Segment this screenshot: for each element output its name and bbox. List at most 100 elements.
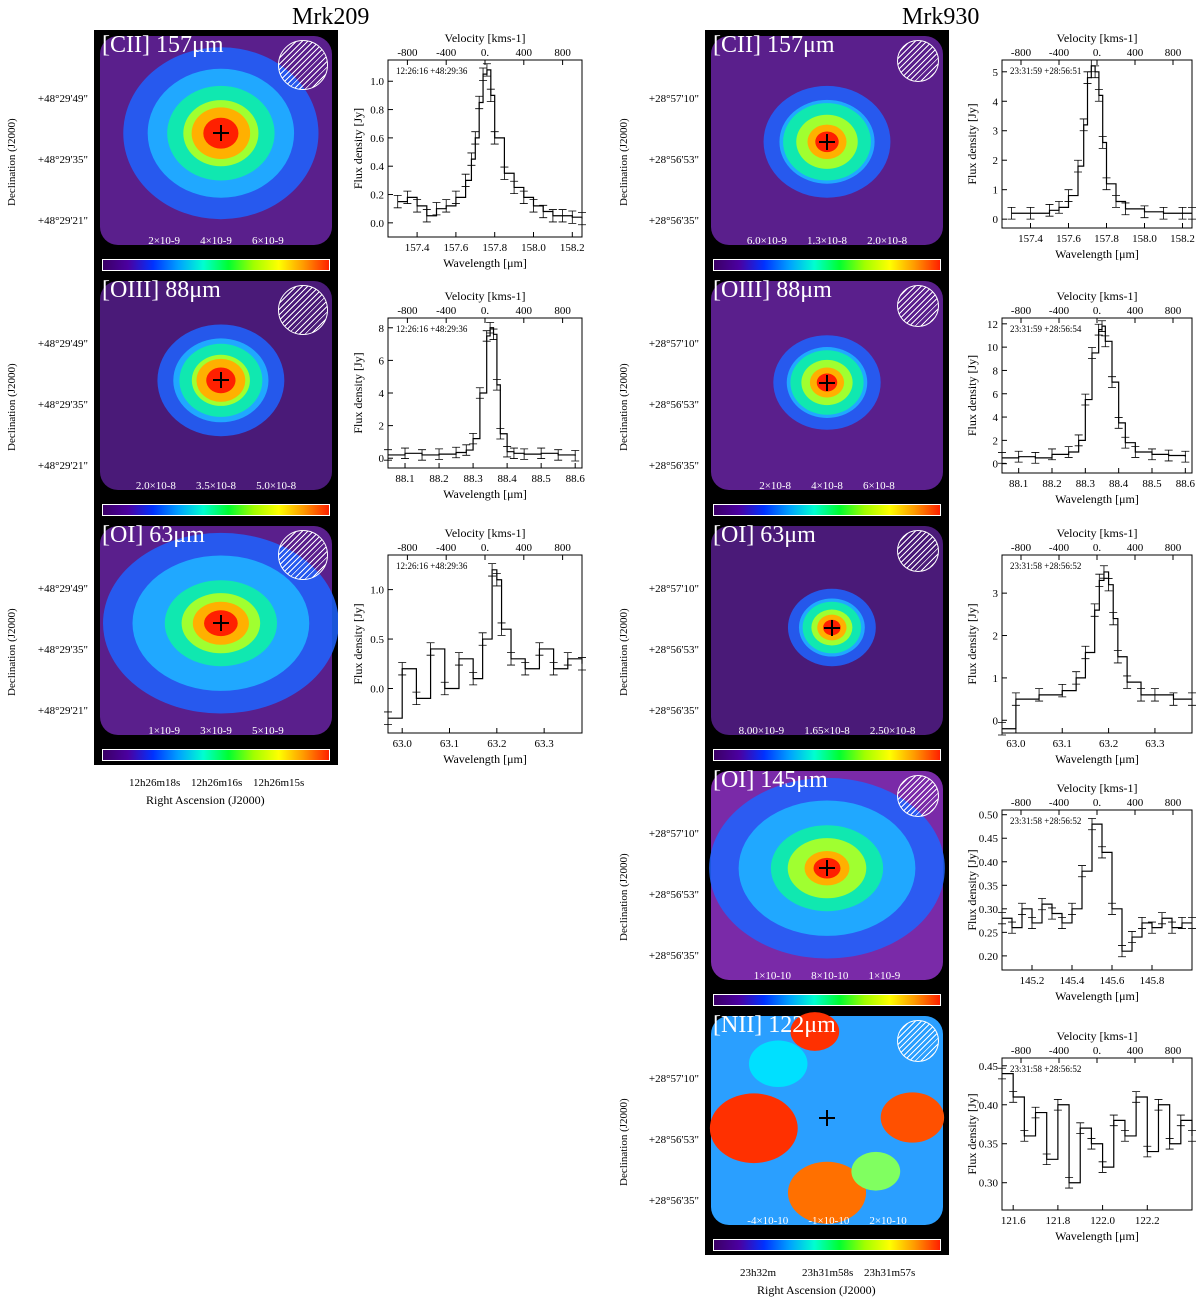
spectrum-panel-mrk930-oiii: 88.1 88.2 88.3 88.4 88.5 88.6 0 2 4 6 8 10 12 -800 -40…: [965, 289, 1195, 506]
flux-axis-label: Flux density [Jy]: [965, 849, 979, 930]
y-tick-label: 1: [993, 673, 999, 685]
velocity-tick-label: 400: [516, 542, 533, 554]
data-point-errorbar: [1074, 159, 1082, 173]
velocity-tick-label: 800: [1165, 542, 1182, 554]
beam-size-icon: [278, 285, 328, 335]
x-tick-label: 63.2: [487, 738, 506, 750]
data-point-errorbar: [1188, 692, 1196, 706]
data-point-errorbar: [1031, 452, 1040, 464]
data-point-errorbar: [507, 652, 516, 666]
x-tick-label: 145.2: [1020, 975, 1045, 987]
data-point-errorbar: [486, 88, 495, 102]
beam-size-icon: [278, 40, 328, 90]
wavelength-axis-label: Wavelength [μm]: [1055, 752, 1139, 766]
data-point-errorbar: [1072, 671, 1081, 685]
velocity-tick-label: -800: [1011, 797, 1032, 809]
x-tick-label: 88.2: [429, 473, 448, 485]
map-panel-mrk209-cii: [CII] 157μm 2×10-9 4×10-9 6×10-9: [94, 30, 338, 275]
colorbar-tick: 4×10-8: [811, 480, 843, 492]
data-point-errorbar: [500, 166, 509, 180]
velocity-tick-label: 0.: [481, 305, 490, 317]
data-point-errorbar: [1007, 206, 1016, 220]
line-label: [CII] 157μm: [713, 32, 835, 58]
velocity-tick-label: 0.: [1093, 47, 1102, 59]
data-point-errorbar: [998, 722, 1006, 736]
data-point-errorbar: [1114, 417, 1123, 429]
spectrum-chart: 88.1 88.2 88.3 88.4 88.5 88.6 0 2 4 6 8 -800 -400 0. 4…: [351, 289, 585, 501]
data-point-errorbar: [1113, 650, 1122, 664]
data-point-errorbar: [454, 652, 463, 666]
declination-tick: +28°56'35": [648, 1195, 699, 1208]
y-tick-label: 4: [379, 388, 385, 400]
velocity-tick-label: 0.: [1093, 797, 1102, 809]
data-point-errorbar: [1137, 688, 1146, 702]
velocity-tick-label: 0.: [1093, 1045, 1102, 1057]
data-point-errorbar: [1048, 448, 1056, 461]
colorbar: [713, 994, 941, 1006]
colorbar-tick: 2.0×10-8: [135, 480, 176, 492]
y-tick-label: 0: [993, 214, 999, 226]
map-panel-mrk930-oi63: [OI] 63μm 8.00×10-9 1.65×10-8 2.50×10-8: [705, 520, 949, 765]
data-point-errorbar: [1169, 692, 1178, 706]
x-tick-label: 122.2: [1135, 1215, 1160, 1227]
colorbar: [713, 259, 941, 271]
source-coordinate-label: 12:26:16 +48:29:36: [396, 324, 468, 334]
data-point-errorbar: [1132, 1091, 1141, 1103]
colorbar-tick: -1×10-10: [808, 1215, 850, 1227]
data-point-errorbar: [1038, 898, 1046, 911]
y-tick-label: 0.8: [370, 105, 384, 117]
declination-tick: +48°29'49": [37, 337, 88, 350]
wavelength-axis-label: Wavelength [μm]: [443, 256, 527, 270]
x-tick-label: 145.4: [1060, 975, 1085, 987]
colorbar-tick: 2×10-9: [148, 235, 181, 247]
y-tick-label: 3: [993, 588, 999, 600]
map-panel-mrk209-oiii: [OIII] 88μm 2.0×10-8 3.5×10-8 5.0×10-8: [94, 275, 338, 520]
data-point-errorbar: [384, 711, 392, 725]
beam-size-icon: [897, 775, 939, 817]
line-label: [OIII] 88μm: [102, 277, 221, 303]
beam-size-icon: [897, 285, 939, 327]
velocity-axis-label: Velocity [kms-1]: [1057, 289, 1138, 303]
data-point-errorbar: [1098, 846, 1106, 859]
x-tick-label: 88.4: [1109, 478, 1129, 490]
declination-tick: +48°29'49": [37, 582, 88, 595]
y-tick-label: 0.20: [979, 951, 999, 963]
colorbar-tick: 6×10-8: [862, 480, 895, 492]
data-point-errorbar: [1068, 902, 1076, 915]
data-point-errorbar: [1090, 603, 1099, 617]
colorbar-tick: 8.00×10-9: [738, 725, 785, 737]
emission-spot: [880, 1092, 945, 1143]
declination-tick: +28°56'53": [648, 888, 699, 901]
emission-spot: [851, 1151, 901, 1191]
wavelength-axis-label: Wavelength [μm]: [443, 752, 527, 766]
velocity-tick-label: 400: [1127, 1045, 1144, 1057]
data-point-errorbar: [1165, 1138, 1174, 1150]
data-point-errorbar: [1014, 450, 1023, 463]
data-point-errorbar: [482, 63, 491, 77]
velocity-tick-label: 400: [516, 305, 533, 317]
data-point-errorbar: [529, 199, 538, 213]
data-point-errorbar: [1108, 376, 1116, 388]
data-point-errorbar: [1098, 136, 1107, 149]
velocity-tick-label: -800: [1011, 47, 1032, 59]
data-point-errorbar: [1148, 921, 1156, 934]
x-tick-label: 88.3: [463, 473, 483, 485]
data-point-errorbar: [1138, 916, 1146, 929]
colorbar-tick-labels: -4×10-10 -1×10-10 2×10-10: [705, 1215, 949, 1227]
data-point-errorbar: [1026, 206, 1035, 220]
spectrum-panel-mrk930-nii: 121.6 121.8 122.0 122.2 0.30 0.35 0.40 0.45 -800…: [965, 1029, 1196, 1243]
colorbar: [713, 749, 941, 761]
plot-frame: [387, 59, 583, 238]
x-tick-label: 63.3: [1145, 738, 1165, 750]
data-point-errorbar: [554, 449, 563, 461]
source-position-cross-icon: [823, 619, 840, 636]
y-tick-label: 1: [993, 185, 999, 197]
data-point-errorbar: [1045, 204, 1054, 217]
flux-axis-label: Flux density [Jy]: [351, 352, 365, 433]
colorbar: [713, 504, 941, 516]
data-point-errorbar: [1159, 206, 1168, 220]
data-point-errorbar: [1058, 683, 1067, 698]
data-point-errorbar: [497, 622, 506, 636]
beam-size-icon: [278, 530, 328, 580]
velocity-tick-label: -400: [1049, 797, 1070, 809]
